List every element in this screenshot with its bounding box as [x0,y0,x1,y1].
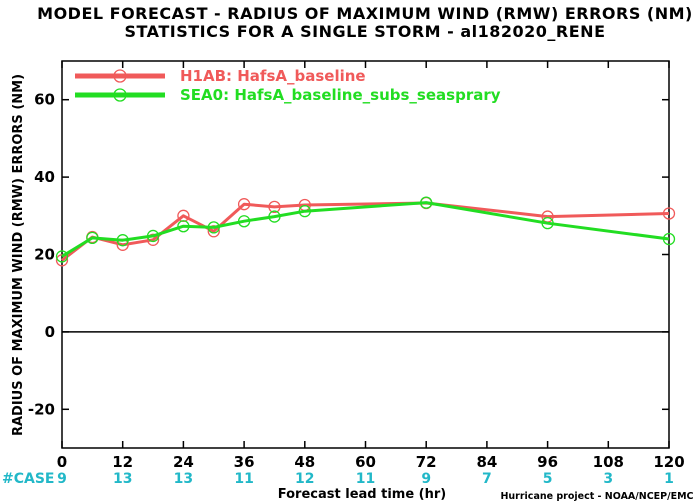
case-count: 11 [234,471,253,487]
data-point [146,229,160,243]
x-tick-label: 48 [294,453,315,471]
data-point [662,232,676,246]
legend-marker [113,88,127,102]
data-point [237,198,251,211]
data-point [86,231,99,245]
y-tick-label: 20 [34,246,55,264]
data-point [541,217,554,230]
y-tick-label: 40 [34,168,55,186]
y-axis-label: RADIUS OF MAXIMUM WIND (RMW) ERRORS (NM) [11,74,26,436]
chart-subtitle: STATISTICS FOR A SINGLE STORM - al182020… [124,22,605,41]
case-count: 11 [356,471,375,487]
plot-frame [61,60,670,449]
legend-marker [113,69,127,83]
series-line [61,201,670,262]
case-count: 13 [174,471,193,487]
case-label: #CASE [2,471,55,487]
x-tick-label: 0 [57,453,67,471]
data-point [420,196,433,209]
x-tick-label: 36 [234,453,255,471]
case-count: 9 [421,471,431,487]
y-tick-label: 0 [45,323,55,341]
case-count: 7 [482,471,492,487]
x-tick-label: 72 [416,453,437,471]
x-tick-label: 12 [112,453,133,471]
case-count: 9 [57,471,67,487]
data-point [662,207,676,220]
case-count: 13 [113,471,132,487]
x-tick-label: 84 [476,453,497,471]
legend-label: H1AB: HafsA_baseline [180,67,366,85]
x-tick-label: 96 [537,453,558,471]
y-tick-label: 60 [34,91,55,109]
data-point [146,233,160,246]
legend-entry: H1AB: HafsA_baseline [75,67,366,85]
credit-text: Hurricane project - NOAA/NCEP/EMC [500,491,693,502]
case-count: 5 [543,471,553,487]
case-count: 3 [603,471,613,487]
series-layer [55,196,676,267]
data-point [207,221,220,234]
series-line [61,201,670,258]
axes: 091213241336114812601172984796510831201-… [28,61,685,487]
x-tick-label: 24 [173,453,194,471]
chart-title: MODEL FORECAST - RADIUS OF MAXIMUM WIND … [37,4,693,23]
series-2 [55,196,676,263]
data-point [268,210,281,223]
data-point [237,215,251,228]
y-tick-label: -20 [28,400,55,418]
data-point [298,205,311,218]
data-point [207,225,220,238]
case-count: 12 [295,471,314,487]
legend-label: SEA0: HafsA_baseline_subs_seasprary [180,86,501,104]
data-point [177,220,190,233]
x-tick-label: 108 [593,453,624,471]
data-point [268,200,281,214]
legend-entry: SEA0: HafsA_baseline_subs_seasprary [75,86,501,104]
x-axis-label: Forecast lead time (hr) [278,487,446,502]
data-point [116,234,129,247]
x-tick-label: 60 [355,453,376,471]
x-tick-label: 120 [653,453,684,471]
case-count: 1 [664,471,674,487]
plot-area [61,60,670,449]
data-point [55,250,69,263]
